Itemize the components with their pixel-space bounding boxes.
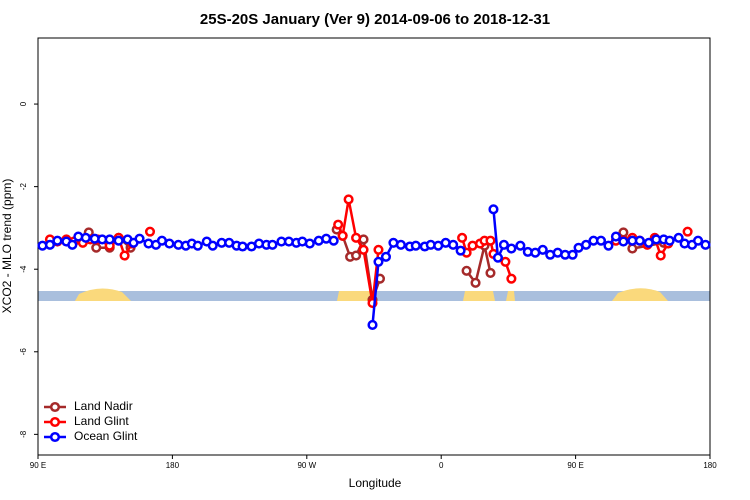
data-point <box>634 235 645 246</box>
data-point <box>52 235 63 246</box>
data-point <box>410 240 421 251</box>
data-point <box>655 250 666 261</box>
data-point <box>373 244 384 255</box>
x-tick-label: 0 <box>439 461 444 470</box>
data-point <box>470 277 481 288</box>
y-tick-label: -8 <box>19 430 28 438</box>
data-point <box>515 240 526 251</box>
data-point <box>333 219 344 230</box>
data-point <box>498 239 509 250</box>
data-point <box>488 204 499 215</box>
land-patch <box>612 288 668 301</box>
data-point <box>581 239 592 250</box>
data-point <box>682 226 693 237</box>
data-point <box>91 242 102 253</box>
y-tick-label: 0 <box>19 101 28 106</box>
data-point <box>457 232 468 243</box>
x-tick-label: 90 E <box>30 461 46 470</box>
data-point <box>627 243 638 254</box>
data-point <box>506 273 517 284</box>
data-point <box>500 256 511 267</box>
legend-marker <box>49 416 61 428</box>
data-point <box>461 265 472 276</box>
data-point <box>395 239 406 250</box>
data-point <box>567 249 578 260</box>
data-point <box>144 226 156 237</box>
data-point <box>113 235 124 246</box>
legend-label: Land Glint <box>74 414 129 428</box>
data-point <box>134 233 145 244</box>
data-point <box>700 239 711 250</box>
data-point <box>192 240 203 251</box>
data-point <box>80 232 91 243</box>
data-point <box>673 232 684 243</box>
data-point <box>207 240 218 251</box>
legend-marker <box>49 401 61 413</box>
data-point <box>448 239 459 250</box>
x-tick-label: 90 E <box>567 461 583 470</box>
data-point <box>343 194 354 205</box>
data-point <box>492 252 503 263</box>
land-patch <box>506 291 515 301</box>
data-point <box>351 250 362 261</box>
data-point <box>304 238 315 249</box>
x-axis-label: Longitude <box>349 476 402 490</box>
data-point <box>351 232 362 243</box>
data-point <box>267 239 278 250</box>
data-point <box>104 234 115 245</box>
data-point <box>618 236 629 247</box>
series-line <box>42 209 707 326</box>
data-point <box>237 241 248 252</box>
y-tick-label: -4 <box>19 265 28 273</box>
x-tick-label: 90 W <box>297 461 316 470</box>
x-tick-label: 180 <box>703 461 717 470</box>
data-point <box>455 245 466 256</box>
data-point <box>610 231 621 242</box>
data-point <box>373 256 384 267</box>
y-tick-label: -2 <box>19 183 28 191</box>
legend-marker <box>49 431 61 443</box>
data-point <box>664 235 675 246</box>
data-point <box>506 243 517 254</box>
chart-title: 25S-20S January (Ver 9) 2014-09-06 to 20… <box>200 11 550 28</box>
series-line <box>50 199 688 303</box>
legend-label: Ocean Glint <box>74 429 138 443</box>
data-point <box>595 235 607 246</box>
data-point <box>44 239 55 250</box>
data-point <box>537 244 548 255</box>
data-point <box>693 235 704 246</box>
data-point <box>485 267 496 278</box>
data-point <box>485 235 496 246</box>
legend-label: Land Nadir <box>74 399 133 413</box>
data-point <box>367 319 378 330</box>
y-tick-label: -6 <box>19 348 28 356</box>
data-point <box>119 250 130 261</box>
y-axis-label: XCO2 - MLO trend (ppm) <box>0 179 14 314</box>
land-patch <box>463 291 495 301</box>
x-tick-label: 180 <box>166 461 180 470</box>
data-point <box>380 251 391 262</box>
data-point <box>358 244 369 255</box>
data-point <box>67 239 78 250</box>
data-point <box>603 240 614 251</box>
data-point <box>328 235 339 246</box>
data-point <box>164 238 175 249</box>
land-patch <box>75 288 131 301</box>
data-point <box>337 230 348 241</box>
land-patch <box>337 291 376 301</box>
